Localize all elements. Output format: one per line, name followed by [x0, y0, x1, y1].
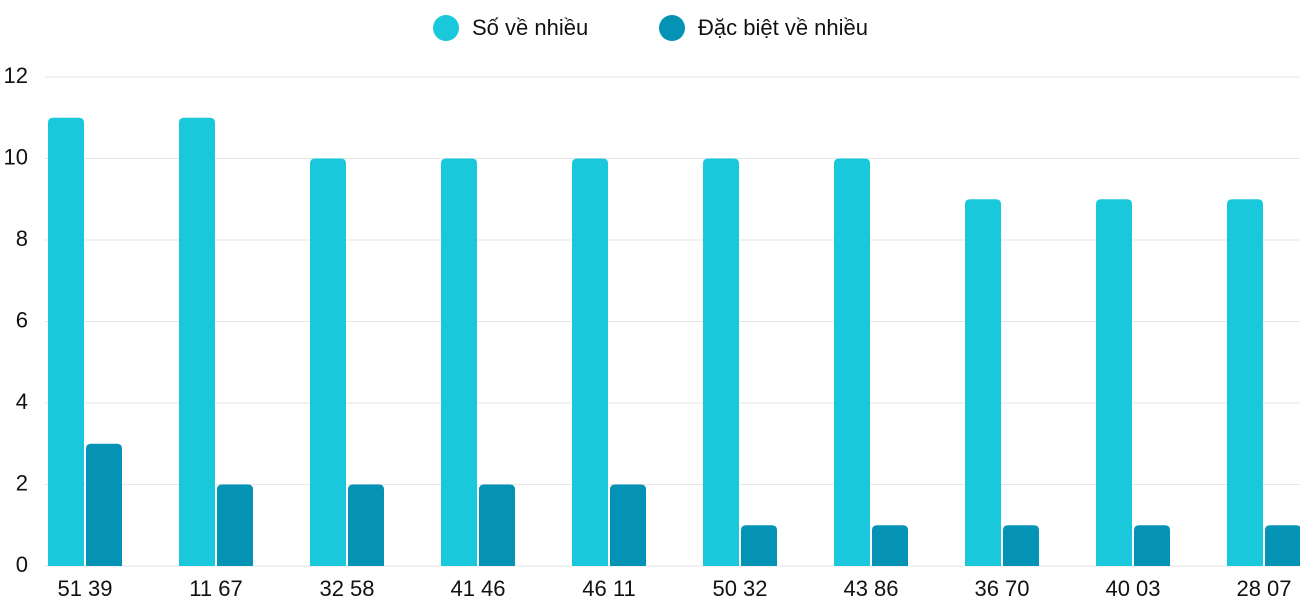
- legend-label: Số về nhiều: [472, 15, 588, 40]
- bar: [348, 484, 384, 566]
- bar: [572, 158, 608, 566]
- bar: [179, 117, 215, 566]
- bar: [441, 158, 477, 566]
- bar: [217, 484, 253, 566]
- y-tick-label: 8: [16, 226, 28, 251]
- x-tick-label: 40 03: [1105, 576, 1160, 600]
- x-tick-label: 46 11: [582, 576, 635, 600]
- bar: [872, 525, 908, 566]
- x-tick-label: 51 39: [57, 576, 112, 600]
- bar: [965, 199, 1001, 566]
- bar: [1134, 525, 1170, 566]
- bar: [48, 117, 84, 566]
- bar: [834, 158, 870, 566]
- x-tick-label: 11 67: [189, 576, 242, 600]
- x-tick-label: 36 70: [974, 576, 1029, 600]
- y-tick-label: 12: [4, 63, 28, 88]
- y-tick-label: 10: [4, 144, 28, 169]
- y-tick-label: 6: [16, 307, 28, 332]
- legend-marker: [433, 15, 459, 41]
- bar: [1227, 199, 1263, 566]
- x-tick-label: 41 46: [450, 576, 505, 600]
- x-tick-label: 43 86: [843, 576, 898, 600]
- bar: [1265, 525, 1300, 566]
- bar: [310, 158, 346, 566]
- bar: [86, 443, 122, 566]
- x-tick-label: 32 58: [319, 576, 374, 600]
- x-tick-label: 50 32: [712, 576, 767, 600]
- y-tick-label: 4: [16, 389, 28, 414]
- bar: [479, 484, 515, 566]
- x-tick-label: 28 07: [1236, 576, 1291, 600]
- legend-marker: [659, 15, 685, 41]
- bar: [1096, 199, 1132, 566]
- legend-label: Đặc biệt về nhiều: [698, 15, 868, 40]
- bar: [741, 525, 777, 566]
- bar: [1003, 525, 1039, 566]
- y-tick-label: 0: [16, 552, 28, 577]
- y-tick-label: 2: [16, 470, 28, 495]
- bar: [610, 484, 646, 566]
- bar: [703, 158, 739, 566]
